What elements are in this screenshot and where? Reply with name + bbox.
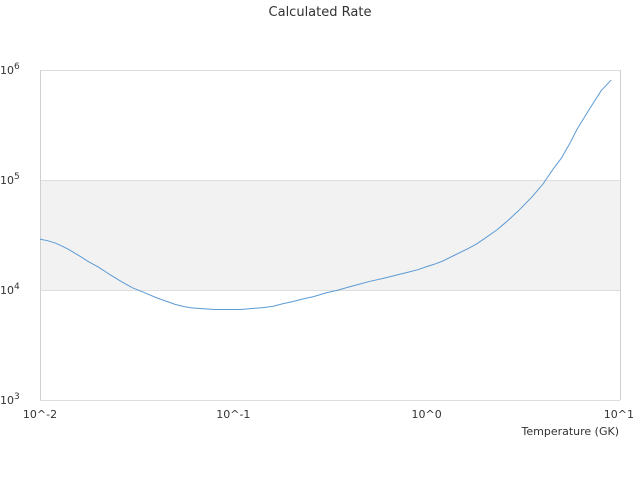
y-tick-label: 106 <box>0 62 20 77</box>
y-tick-label: 103 <box>0 392 20 407</box>
shaded-band <box>40 180 620 290</box>
y-tick-label: 104 <box>0 282 20 297</box>
x-tick-label: 10^-1 <box>216 408 250 421</box>
plot-area: 103 104 105 106 10^-2 10^-1 10^0 10^1 <box>0 62 634 421</box>
chart-title: Calculated Rate <box>269 5 372 20</box>
x-tick-label: 10^-2 <box>23 408 57 421</box>
y-tick-label: 105 <box>0 172 20 187</box>
x-tick-label: 10^0 <box>412 408 442 421</box>
x-tick-label: 10^1 <box>604 408 634 421</box>
series-line <box>39 79 612 310</box>
x-axis-label: Temperature (GK) <box>521 425 620 438</box>
